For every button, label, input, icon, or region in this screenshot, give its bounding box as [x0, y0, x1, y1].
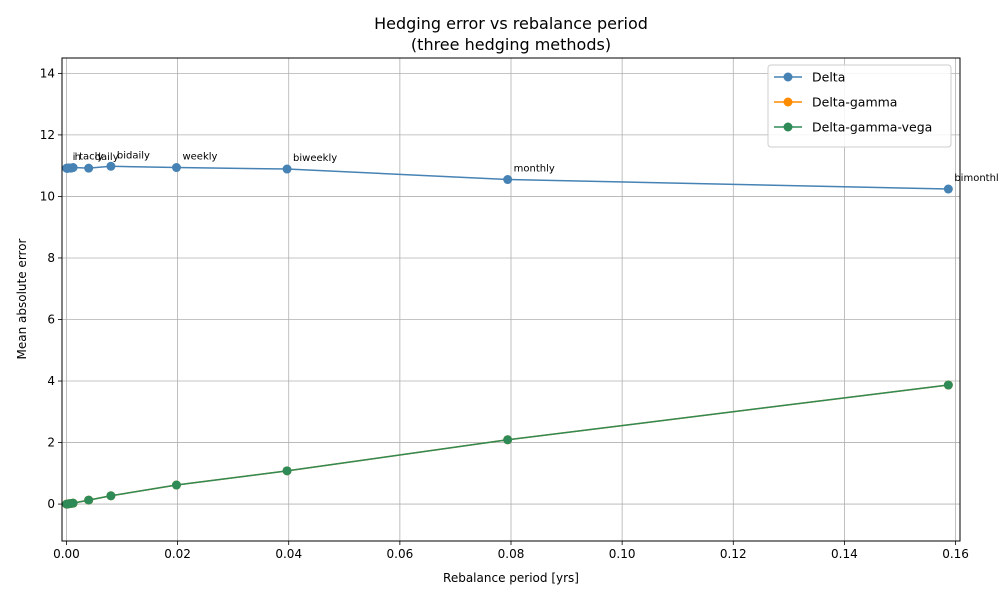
x-tick-label: 0.08: [498, 547, 525, 561]
series-2: [62, 380, 953, 509]
point-label: bimonthl: [954, 173, 998, 184]
legend-marker: [783, 122, 793, 132]
point-label: i: [73, 152, 76, 163]
y-tick-label: 8: [47, 251, 55, 265]
legend-label: Delta-gamma-vega: [812, 120, 932, 135]
point-label: biweekly: [293, 153, 337, 164]
series-0: [62, 161, 953, 194]
y-tick-label: 4: [47, 374, 55, 388]
data-point: [282, 164, 292, 174]
data-point: [68, 498, 78, 508]
y-tick-label: 2: [47, 436, 55, 450]
x-tick-label: 0.16: [942, 547, 969, 561]
axis-ticks: 0.00 0.02 0.04 0.06 0.08 0.10 0.12 0.14 0.16 0 2 4 6…: [40, 66, 969, 561]
x-tick-label: 0.00: [53, 547, 80, 561]
y-tick-label: 10: [40, 189, 55, 203]
x-tick-label: 0.14: [831, 547, 858, 561]
data-point: [282, 466, 292, 476]
point-label: tacly: [79, 152, 103, 163]
x-tick-label: 0.02: [164, 547, 191, 561]
x-tick-label: 0.06: [387, 547, 414, 561]
y-tick-label: 6: [47, 312, 55, 326]
data-point: [503, 175, 513, 185]
chart-title: Hedging error vs rebalance period: [374, 14, 648, 33]
point-label: daily: [95, 152, 119, 163]
y-tick-label: 12: [40, 128, 55, 142]
y-tick-label: 14: [40, 66, 55, 80]
x-axis-label: Rebalance period [yrs]: [443, 571, 579, 585]
data-point: [68, 163, 78, 173]
data-point: [943, 380, 953, 390]
y-axis-label: Mean absolute error: [15, 238, 29, 359]
legend: Delta Delta-gamma Delta-gamma-vega: [767, 64, 952, 148]
data-point: [503, 435, 513, 445]
data-point: [84, 163, 94, 173]
x-tick-label: 0.12: [720, 547, 747, 561]
point-label: weekly: [182, 152, 217, 163]
data-point: [84, 495, 94, 505]
series-lines: [62, 161, 953, 509]
chart-subtitle: (three hedging methods): [411, 35, 611, 54]
legend-marker: [783, 97, 793, 107]
point-label: bidaily: [117, 150, 150, 161]
legend-marker: [783, 72, 793, 82]
x-tick-label: 0.10: [609, 547, 636, 561]
data-point: [171, 480, 181, 490]
point-label: h: [75, 152, 81, 163]
data-point: [171, 163, 181, 173]
legend-label: Delta: [812, 70, 845, 85]
x-tick-label: 0.04: [275, 547, 302, 561]
data-point: [943, 184, 953, 194]
data-point: [106, 491, 116, 501]
y-tick-label: 0: [47, 497, 55, 511]
legend-box: [767, 64, 952, 148]
legend-label: Delta-gamma: [812, 95, 897, 110]
point-label: monthly: [514, 164, 555, 175]
data-point: [106, 161, 116, 171]
